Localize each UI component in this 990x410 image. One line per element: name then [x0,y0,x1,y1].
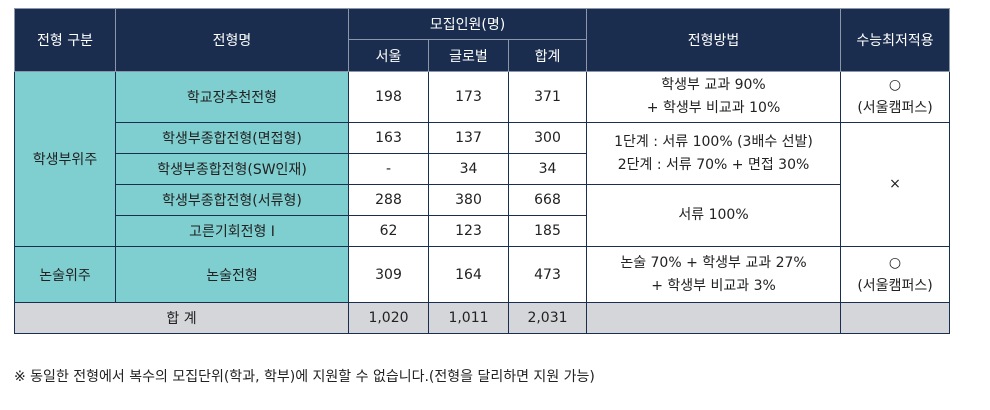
cell-sum: 34 [507,153,588,185]
cell-seoul: 288 [348,184,429,216]
total-sum: 2,031 [507,302,588,334]
total-seoul: 1,020 [348,302,429,334]
row-name: 논술전형 [115,246,349,303]
header-global: 글로벌 [428,39,509,72]
total-csat-empty [840,302,951,334]
header-category: 전형 구분 [14,8,116,72]
table-row: 학생부위주 학교장추천전형 198 173 371 학생부 교과 90% + 학… [14,71,951,247]
table-row: 논술위주 논술전형 309 164 473 논술 70% + 학생부 교과 27… [14,246,951,303]
method-comprehensive: 1단계 : 서류 100% (3배수 선발) 2단계 : 서류 70% + 면접… [586,122,842,185]
header-quota: 모집인원(명) [347,8,588,40]
method-line: 학생부 교과 90% [661,77,766,93]
csat-mark: ○ [888,77,902,93]
row-name: 학생부종합전형(면접형) [115,122,349,154]
cell-sum: 371 [507,71,588,123]
cell-seoul: 309 [348,246,429,303]
table-row: 고른기회전형 Ⅰ 62 123 185 [15,215,950,247]
total-method-empty [586,302,842,334]
row-name: 학생부종합전형(서류형) [115,184,349,216]
header-seoul: 서울 [348,39,429,72]
csat-not-applied: × [840,122,951,247]
cell-seoul: 198 [348,71,429,123]
row-name: 고른기회전형 Ⅰ [115,215,349,247]
cell-sum: 473 [507,246,588,303]
cell-global: 137 [428,122,509,154]
method-line: 2단계 : 서류 70% + 면접 30% [617,156,810,173]
group-essay: 논술위주 [14,246,116,303]
csat-school: ○ (서울캠퍼스) [840,71,951,123]
cell-global: 380 [428,184,509,216]
method-line: 논술 70% + 학생부 교과 27% [620,254,807,271]
total-global: 1,011 [428,302,509,334]
csat-campus: (서울캠퍼스) [857,100,933,116]
row-name: 학교장추천전형 [115,71,349,123]
cell-sum: 668 [507,184,588,216]
header-sum: 합계 [507,39,588,72]
header-method: 전형방법 [586,8,842,72]
csat-campus: (서울캠퍼스) [857,277,933,294]
method-line: + 학생부 비교과 10% [646,100,781,116]
method-documents: 서류 100% [586,184,842,247]
csat-essay: ○ (서울캠퍼스) [840,246,951,303]
method-line: + 학생부 비교과 3% [651,277,776,294]
cell-global: 164 [428,246,509,303]
table-row: 학생부종합전형(SW인재) - 34 34 [15,153,950,185]
header-csat: 수능최저적용 [840,8,951,72]
table-row: 학생부종합전형(서류형) 288 380 668 서류 100% [15,184,950,247]
cell-global: 173 [428,71,509,123]
total-row: 합 계 1,020 1,011 2,031 [14,302,951,334]
total-label: 합 계 [14,302,349,334]
cell-seoul: 62 [348,215,429,247]
row-name: 학생부종합전형(SW인재) [115,153,349,185]
method-essay: 논술 70% + 학생부 교과 27% + 학생부 비교과 3% [586,246,842,303]
method-line: 1단계 : 서류 100% (3배수 선발) [614,133,813,150]
cell-seoul: - [348,153,429,185]
method-school: 학생부 교과 90% + 학생부 비교과 10% [586,71,842,123]
cell-global: 123 [428,215,509,247]
cell-sum: 300 [507,122,588,154]
footnote: ※ 동일한 전형에서 복수의 모집단위(학과, 학부)에 지원할 수 없습니다.… [14,369,595,385]
csat-mark: ○ [888,254,902,271]
group-student-record: 학생부위주 [14,71,116,247]
cell-seoul: 163 [348,122,429,154]
admissions-table: 전형 구분 전형명 모집인원(명) 전형방법 수능최저적용 서울 글로벌 합계 … [14,8,951,334]
cell-sum: 185 [507,215,588,247]
table-row: 학생부종합전형(면접형) 163 137 300 1단계 : 서류 100% (… [15,122,951,247]
cell-global: 34 [428,153,509,185]
header-name: 전형명 [115,8,349,72]
